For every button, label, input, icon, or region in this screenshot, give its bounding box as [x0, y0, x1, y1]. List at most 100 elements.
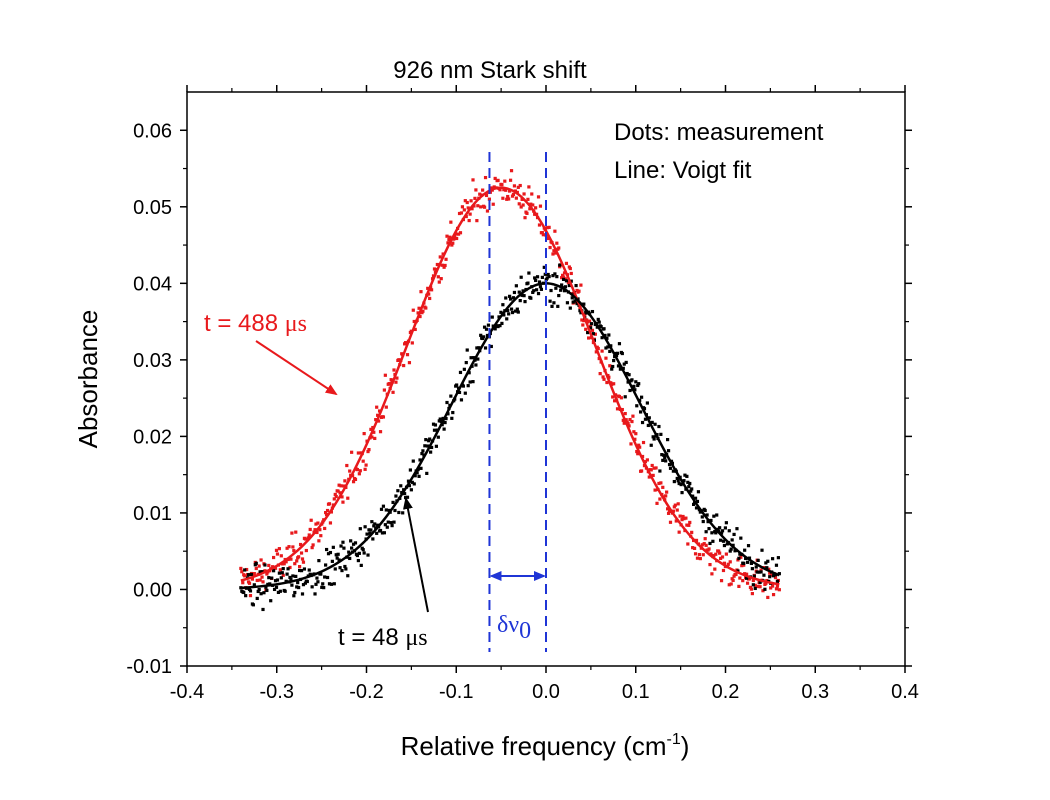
data-point: [741, 579, 745, 583]
data-point: [298, 568, 302, 573]
data-point: [731, 578, 735, 583]
data-point: [473, 196, 477, 200]
data-point: [668, 520, 673, 524]
data-point: [251, 573, 255, 577]
data-point: [549, 288, 553, 293]
data-point: [465, 200, 469, 205]
data-point: [390, 524, 394, 528]
data-point: [617, 342, 622, 346]
data-point: [728, 560, 732, 564]
data-point: [639, 469, 644, 473]
data-point: [460, 205, 465, 209]
data-point: [274, 548, 279, 552]
data-point: [672, 479, 676, 484]
data-point: [423, 444, 427, 448]
data-point: [319, 534, 323, 538]
shift-marker-label: δν0: [497, 612, 531, 644]
data-point: [653, 488, 657, 492]
data-point: [327, 502, 332, 506]
data-point: [625, 371, 629, 376]
data-point: [280, 562, 284, 566]
data-point: [324, 563, 328, 567]
data-point: [285, 572, 289, 576]
data-point: [520, 197, 524, 201]
data-point: [292, 549, 296, 553]
data-point: [382, 531, 386, 535]
data-point: [752, 574, 756, 578]
data-point: [303, 581, 307, 585]
data-point: [332, 497, 336, 501]
data-point: [294, 574, 298, 579]
data-point: [619, 396, 623, 400]
data-point: [652, 466, 656, 470]
data-point: [764, 581, 768, 585]
data-point: [705, 513, 709, 517]
y-tick-label: 0.05: [133, 197, 172, 219]
data-point: [297, 555, 301, 559]
data-point: [749, 587, 754, 591]
data-point: [704, 530, 708, 534]
data-point: [756, 584, 760, 589]
data-point: [552, 301, 556, 305]
x-tick-label: -0.3: [260, 681, 294, 703]
data-point: [299, 551, 304, 555]
data-point: [744, 572, 749, 576]
data-point: [261, 580, 265, 584]
data-point: [684, 516, 688, 520]
data-point: [482, 205, 487, 209]
data-point: [429, 288, 434, 292]
data-point: [700, 515, 704, 519]
data-point: [310, 546, 314, 550]
data-point: [387, 508, 391, 513]
data-point: [489, 344, 493, 349]
data-point: [272, 555, 276, 560]
data-point: [608, 349, 612, 354]
data-point: [639, 410, 643, 414]
data-point: [451, 410, 455, 415]
data-point: [424, 438, 428, 442]
data-point: [463, 199, 467, 203]
data-point: [559, 288, 563, 292]
data-point: [710, 572, 714, 576]
data-point: [707, 547, 711, 551]
data-point: [697, 552, 701, 557]
y-tick-label: 0.00: [133, 579, 172, 601]
data-point: [703, 508, 707, 513]
data-point: [722, 543, 727, 548]
data-point: [481, 336, 485, 341]
data-point: [746, 544, 751, 548]
data-point: [651, 435, 655, 439]
data-point: [690, 530, 694, 534]
y-tick-label: 0.04: [133, 273, 172, 295]
data-point: [620, 351, 624, 356]
data-point: [474, 363, 478, 367]
data-point: [419, 290, 423, 294]
data-point: [671, 469, 675, 473]
data-point: [425, 471, 429, 475]
data-point: [667, 462, 672, 467]
data-point: [743, 572, 747, 576]
data-point: [704, 543, 708, 547]
data-point: [715, 513, 719, 517]
data-point: [482, 325, 487, 329]
x-tick-label: -0.4: [170, 681, 204, 703]
data-point: [340, 495, 344, 499]
data-point: [246, 573, 251, 577]
data-point: [672, 505, 676, 509]
data-point: [436, 435, 440, 439]
data-point: [247, 581, 252, 585]
data-point: [642, 407, 647, 411]
data-point: [265, 572, 269, 576]
data-point: [420, 451, 424, 456]
data-point: [465, 348, 469, 352]
data-point: [301, 583, 306, 587]
data-point: [633, 388, 637, 392]
data-point: [631, 414, 635, 418]
data-point: [448, 235, 452, 239]
data-point: [674, 519, 678, 523]
data-point: [405, 495, 410, 499]
data-point: [387, 382, 391, 386]
data-point: [570, 296, 574, 300]
data-point: [735, 527, 739, 531]
data-point: [489, 186, 493, 190]
